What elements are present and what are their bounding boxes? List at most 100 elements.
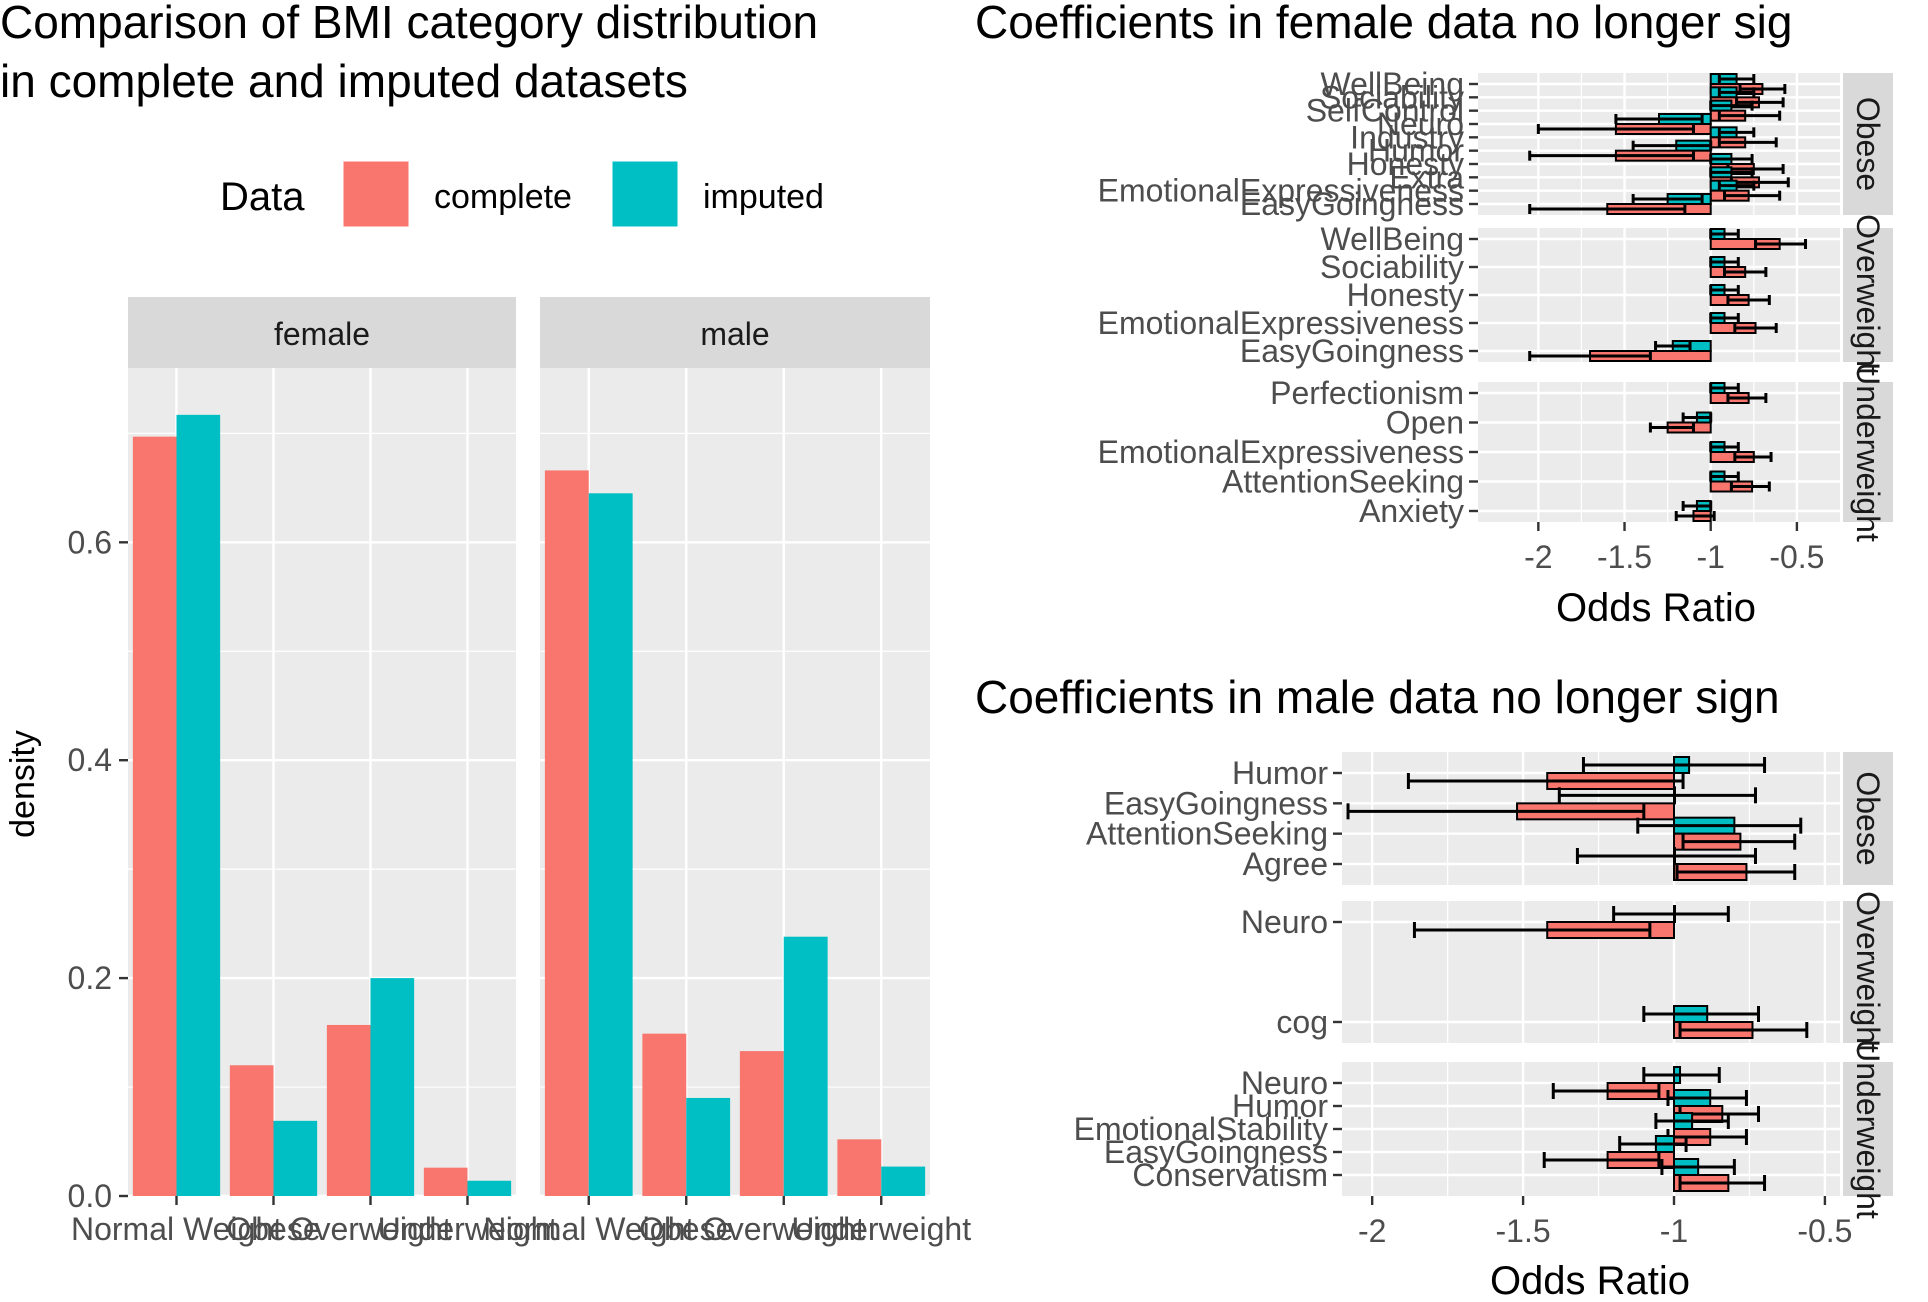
y-tick-label: 0.4: [68, 742, 112, 778]
x-tick-label: -1: [1660, 1213, 1688, 1249]
y-tick-label: WellBeing: [1321, 221, 1464, 257]
male-coef-chart: ObeseHumorEasyGoingnessAttentionSeekingA…: [1074, 752, 1893, 1249]
facet-strip-female: [128, 297, 516, 368]
x-tick-label: Normal Weight: [71, 1211, 282, 1247]
bar-female-complete: [326, 1024, 371, 1196]
y-tick-label: Neuro: [1241, 904, 1328, 940]
x-tick-label: Underweight: [791, 1211, 971, 1247]
facet-strip-label-Underweight: Underweight: [1850, 362, 1886, 542]
y-tick-label: WellBeing: [1321, 66, 1464, 102]
facet-strip-label-Obese: Obese: [1850, 771, 1886, 865]
legend-key-complete: [340, 158, 412, 230]
male-coef-title: Coefficients in male data no longer sign: [975, 671, 1780, 723]
y-tick-label: Anxiety: [1359, 493, 1464, 529]
y-tick-label: EasyGoingness: [1104, 785, 1328, 821]
y-tick-label: SelfControl: [1306, 93, 1464, 129]
y-tick-label: Humor: [1232, 755, 1328, 791]
facet-strip-label-male: male: [700, 316, 769, 352]
x-tick-label: -0.5: [1797, 1213, 1852, 1249]
y-tick-label: Conservatism: [1132, 1157, 1328, 1193]
facet-strip-label-Overweight: Overweight: [1850, 891, 1886, 1053]
bar-female-complete: [229, 1065, 274, 1196]
bar-female-imputed: [273, 1120, 318, 1196]
bar-male-complete: [837, 1139, 882, 1196]
y-tick-label: EmotionalExpressiveness: [1098, 173, 1464, 209]
facet-strip-Underweight: [1843, 1062, 1893, 1196]
y-tick-label: AttentionSeeking: [1086, 816, 1328, 852]
y-tick-label: Honesty: [1347, 277, 1464, 313]
facet-strip-label-Underweight: Underweight: [1850, 1039, 1886, 1219]
facet-strip-Obese: [1843, 752, 1893, 885]
x-tick-label: Obese: [639, 1211, 733, 1247]
female-coef-chart: ObeseWellBeingSociabilitySelfControlNeur…: [1098, 66, 1893, 575]
y-tick-label: EmotionalStability: [1074, 1111, 1328, 1147]
y-tick-label: Open: [1386, 405, 1464, 441]
y-tick-label: AttentionSeeking: [1222, 464, 1464, 500]
y-tick-label: EmotionalExpressiveness: [1098, 434, 1464, 470]
facet-strip-male: [540, 297, 930, 368]
x-tick-label: -2: [1524, 539, 1552, 575]
x-tick-label: Normal Weight: [483, 1211, 694, 1247]
y-tick-label: Perfectionism: [1270, 375, 1464, 411]
facet-strip-label-Overweight: Overweight: [1850, 214, 1886, 376]
y-tick-label: Humor: [1368, 133, 1464, 169]
bar-male-complete: [739, 1051, 784, 1196]
bar-male-complete: [642, 1033, 687, 1196]
left-title-line1: Comparison of BMI category distribution: [0, 0, 818, 48]
x-tick-label: -1: [1696, 539, 1724, 575]
female-coef-x-axis-label: Odds Ratio: [1556, 586, 1756, 630]
female-coef-title: Coefficients in female data no longer si…: [975, 0, 1792, 48]
bar-male-imputed: [783, 936, 828, 1196]
left-title-line2: in complete and imputed datasets: [0, 55, 688, 107]
y-tick-label: Industry: [1350, 119, 1464, 155]
bar-female-complete: [132, 436, 177, 1196]
left-y-axis-label: density: [4, 730, 42, 838]
bar-female-imputed: [467, 1180, 512, 1196]
facet-strip-label-female: female: [274, 316, 370, 352]
bar-male-imputed: [588, 493, 633, 1197]
y-tick-label: 0.2: [68, 960, 112, 996]
y-tick-label: Humor: [1232, 1088, 1328, 1124]
x-tick-label: -2: [1358, 1213, 1386, 1249]
y-tick-label: Neuro: [1241, 1065, 1328, 1101]
y-tick-label: Agree: [1243, 846, 1328, 882]
male-coef-x-axis-label: Odds Ratio: [1490, 1259, 1690, 1297]
y-tick-label: cog: [1276, 1004, 1328, 1040]
facet-strip-Overweight: [1843, 228, 1893, 362]
x-tick-label: Obese: [226, 1211, 320, 1247]
y-tick-label: 0.0: [68, 1178, 112, 1214]
y-tick-label: Honesty: [1347, 146, 1464, 182]
bar-male-complete: [544, 470, 589, 1196]
legend: Data complete imputed: [220, 158, 824, 230]
bar-female-imputed: [370, 978, 415, 1196]
x-tick-label: Overweight: [703, 1211, 865, 1247]
y-tick-label: Neuro: [1377, 106, 1464, 142]
bar-female-imputed: [176, 414, 221, 1196]
legend-label-complete: complete: [434, 178, 572, 216]
facet-strip-Underweight: [1843, 382, 1893, 522]
facet-strip-label-Obese: Obese: [1850, 97, 1886, 191]
y-tick-label: EasyGoingness: [1104, 1134, 1328, 1170]
x-tick-label: Underweight: [378, 1211, 558, 1247]
facet-strip-Obese: [1843, 73, 1893, 215]
facet-strip-Overweight: [1843, 901, 1893, 1043]
legend-key-imputed: [609, 158, 681, 230]
bar-female-complete: [423, 1167, 468, 1196]
x-tick-label: Overweight: [290, 1211, 452, 1247]
panel-bg-Obese: [1478, 73, 1840, 215]
legend-title: Data: [220, 175, 305, 219]
legend-label-imputed: imputed: [703, 178, 824, 216]
y-tick-label: Sociability: [1320, 249, 1464, 285]
y-tick-label: EasyGoingness: [1240, 186, 1464, 222]
bar-male-imputed: [881, 1166, 926, 1196]
bar-male-imputed: [686, 1097, 731, 1196]
y-tick-label: Extra: [1389, 159, 1464, 195]
x-tick-label: -1.5: [1496, 1213, 1551, 1249]
y-tick-label: EasyGoingness: [1240, 333, 1464, 369]
y-tick-label: 0.6: [68, 524, 112, 560]
x-tick-label: -1.5: [1597, 539, 1652, 575]
x-tick-label: -0.5: [1769, 539, 1824, 575]
